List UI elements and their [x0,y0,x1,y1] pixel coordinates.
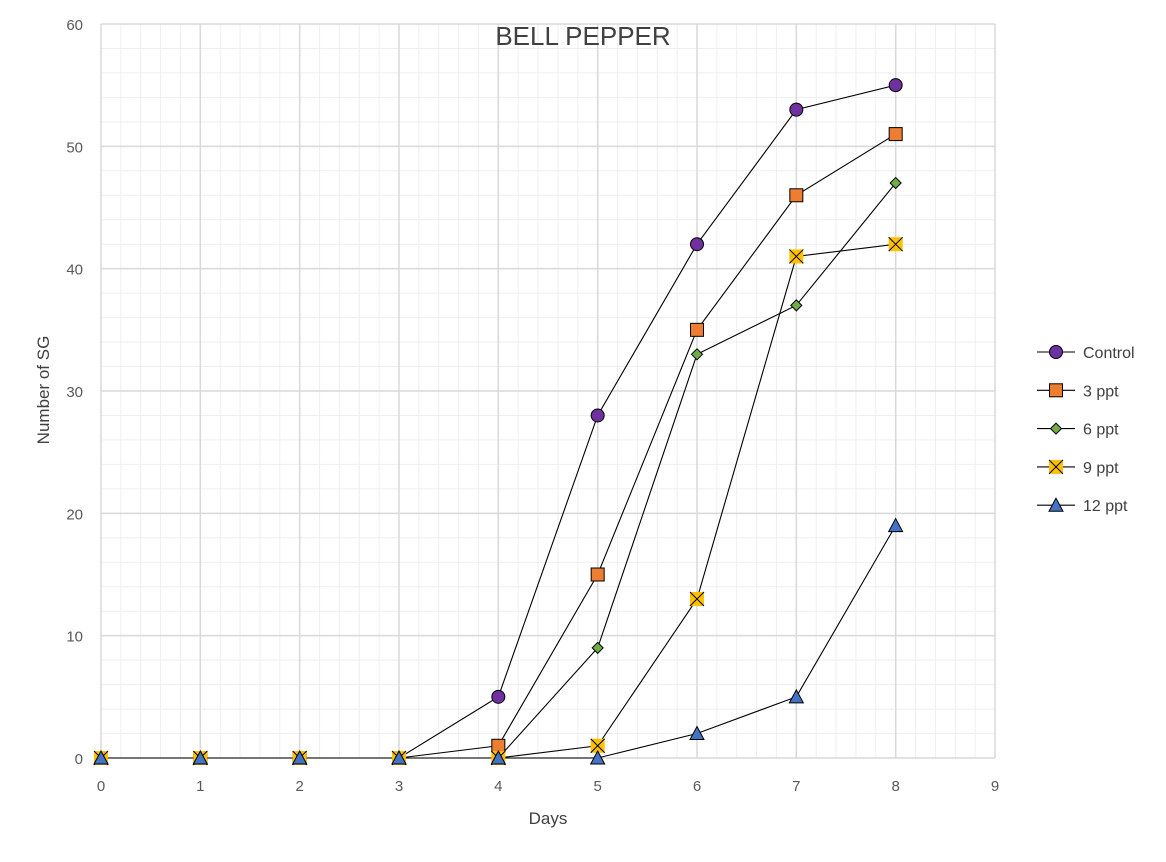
data-point-12-ppt [93,749,109,765]
legend: Control 3 ppt 6 ppt 9 ppt 12 ppt [1037,345,1135,515]
y-tick-label: 20 [66,506,83,523]
legend-label: 3 ppt [1083,383,1119,400]
x-tick-label: 0 [97,778,105,795]
legend-marker [1049,345,1063,359]
y-tick-label: 10 [66,629,83,646]
data-point-12-ppt [788,688,805,704]
legend-label: 6 ppt [1083,422,1119,439]
y-axis-label: Number of SG [34,336,53,445]
data-point-12-ppt [689,725,705,741]
data-point-control [888,78,903,93]
data-point-3-ppt [789,188,804,203]
data-point-12-ppt [291,749,308,765]
data-point-12-ppt [490,749,507,765]
y-tick-label: 60 [66,17,83,34]
legend-item-3-ppt: 3 ppt [1037,383,1119,400]
x-tick-label: 1 [196,778,204,795]
data-point-12-ppt [192,749,209,765]
legend-marker [1048,459,1064,475]
y-tick-label: 0 [75,751,83,768]
y-tick-label: 50 [66,139,83,156]
marker-cross [590,738,606,754]
legend-item-control: Control [1037,345,1135,362]
data-point-3-ppt [690,322,704,337]
data-point-6-ppt [790,299,803,312]
legend-label: 9 ppt [1083,460,1119,477]
x-tick-label: 9 [991,778,999,795]
major-gridlines [100,23,996,759]
data-point-control [690,237,704,252]
x-tick-label: 8 [891,778,899,795]
data-point-6-ppt [591,641,604,655]
marker-cross [788,249,804,264]
x-tick-label: 7 [792,778,800,795]
data-point-control [491,689,506,704]
x-tick-label: 2 [295,778,303,795]
legend-label: Control [1083,345,1135,362]
x-tick-label: 6 [693,778,701,795]
legend-marker [1049,422,1063,435]
marker-cross [1048,459,1064,475]
chart-title: BELL PEPPER [495,21,670,51]
data-point-9-ppt [590,738,606,754]
marker-cross [689,591,705,607]
legend-item-6-ppt: 6 ppt [1037,422,1119,439]
x-tick-label: 3 [395,778,403,795]
marker-cross [888,236,904,252]
y-tick-label: 40 [66,262,83,279]
legend-marker [1049,383,1063,398]
series-markers [93,78,904,766]
data-point-9-ppt [788,249,804,264]
data-point-control [590,408,605,423]
data-point-3-ppt [590,567,605,582]
legend-label: 12 ppt [1083,498,1128,515]
x-axis-label: Days [529,809,568,828]
legend-marker [1048,497,1064,512]
x-tick-label: 5 [593,778,601,795]
legend-item-12-ppt: 12 ppt [1037,497,1128,515]
data-point-9-ppt [689,591,705,607]
data-point-9-ppt [888,236,904,252]
legend-item-9-ppt: 9 ppt [1037,459,1119,477]
data-point-6-ppt [889,176,902,190]
data-point-6-ppt [690,348,704,361]
data-point-control [789,102,804,117]
y-tick-label: 30 [66,384,83,401]
data-point-12-ppt [589,749,606,765]
data-point-12-ppt [887,517,904,533]
x-tick-label: 4 [494,778,502,795]
axis-tick-labels: 0 1 2 3 4 5 6 7 8 9 0 10 20 30 40 50 60 [66,17,999,795]
data-point-3-ppt [888,127,903,142]
data-point-12-ppt [391,749,407,765]
